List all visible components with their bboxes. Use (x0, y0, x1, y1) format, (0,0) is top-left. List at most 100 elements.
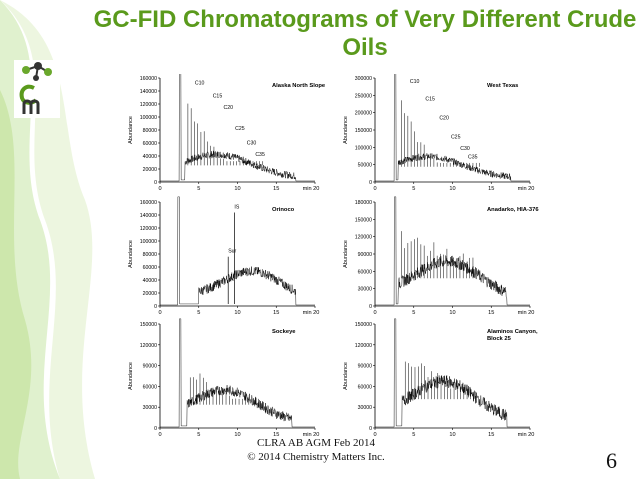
y-tick-label: 150000 (140, 322, 157, 328)
x-tick-label: 0 (158, 432, 161, 438)
peak-label: C35 (468, 154, 478, 160)
x-tick-label: 15 (273, 186, 279, 192)
peak-label: C35 (255, 152, 265, 158)
slide-title-line2: Oils (342, 34, 388, 61)
chromatogram-panel-6: 0 30000 60000 90000 120000 150000 0 5 10 15 min 20… (343, 318, 538, 438)
y-tick-label: 120000 (355, 235, 372, 241)
peak-label: C25 (451, 135, 461, 141)
panel-title: Alaminos Canyon, (487, 329, 538, 335)
y-tick-label: 0 (154, 426, 157, 432)
y-tick-label: 180000 (355, 200, 372, 206)
y-tick-label: 100000 (355, 145, 372, 151)
panel-title: Anadarko, HIA-376 (487, 207, 539, 213)
x-tick-label: 15 (488, 186, 494, 192)
x-tick-label: 0 (373, 310, 376, 316)
panel-title: Sockeye (272, 329, 296, 335)
chromatogram-trace (160, 74, 315, 182)
decorative-green-swirl (0, 0, 95, 479)
x-tick-label: 15 (488, 432, 494, 438)
y-tick-label: 60000 (143, 265, 158, 271)
x-tick-label: 10 (449, 432, 455, 438)
slide-footer: CLRA AB AGM Feb 2014 © 2014 Chemistry Ma… (226, 436, 406, 464)
x-tick-label: min 20 (518, 186, 535, 192)
y-tick-label: 60000 (358, 384, 373, 390)
y-tick-label: 140000 (140, 89, 157, 95)
x-tick-label: 15 (273, 310, 279, 316)
page-number: 6 (606, 448, 617, 473)
y-tick-label: 120000 (140, 343, 157, 349)
y-axis-label: Abundance (128, 116, 134, 144)
y-tick-label: 160000 (140, 200, 157, 206)
x-tick-label: 5 (412, 310, 415, 316)
x-tick-label: 0 (158, 186, 161, 192)
y-tick-label: 100000 (140, 115, 157, 121)
y-tick-label: 90000 (358, 364, 373, 370)
panel-title: West Texas (487, 83, 518, 89)
y-tick-label: 80000 (143, 252, 158, 258)
panel-title: Orinoco (272, 207, 295, 213)
x-tick-label: 15 (273, 432, 279, 438)
footer-copyright: © 2014 Chemistry Matters Inc. (247, 451, 385, 463)
y-axis-label: Abundance (128, 362, 134, 390)
chromatogram-trace (375, 318, 530, 428)
y-tick-label: 30000 (358, 405, 373, 411)
y-tick-label: 100000 (140, 239, 157, 245)
x-tick-label: 10 (234, 432, 240, 438)
peak-label: IS (234, 205, 239, 211)
x-tick-label: 15 (488, 310, 494, 316)
chromatogram-trace (160, 196, 315, 306)
x-tick-label: min 20 (518, 432, 535, 438)
x-tick-label: 5 (197, 310, 200, 316)
y-tick-label: 60000 (143, 384, 158, 390)
chromatogram-trace (160, 318, 315, 428)
x-tick-label: 5 (412, 186, 415, 192)
x-tick-label: 10 (234, 186, 240, 192)
y-tick-label: 0 (369, 180, 372, 186)
y-tick-label: 30000 (143, 405, 158, 411)
peak-label: C20 (224, 105, 234, 111)
y-tick-label: 60000 (358, 269, 373, 275)
peak-label: C20 (439, 116, 449, 122)
y-tick-label: 0 (369, 426, 372, 432)
peak-label: Sur (228, 249, 236, 255)
peak-label: C15 (425, 97, 435, 103)
x-tick-label: 5 (197, 432, 200, 438)
y-tick-label: 300000 (355, 76, 372, 82)
x-tick-label: 10 (449, 186, 455, 192)
x-tick-label: 10 (449, 310, 455, 316)
x-tick-label: 0 (158, 310, 161, 316)
y-axis-label: Abundance (343, 116, 349, 144)
footer-event: CLRA AB AGM Feb 2014 (257, 437, 375, 449)
peak-label: C15 (213, 94, 223, 100)
chromatogram-panel-1: 0 20000 40000 60000 80000 100000 120000 140000 1… (128, 74, 326, 192)
x-tick-label: 5 (197, 186, 200, 192)
y-tick-label: 20000 (143, 167, 158, 173)
y-tick-label: 20000 (143, 291, 158, 297)
peak-label: C30 (460, 146, 470, 152)
peak-label: C10 (410, 79, 420, 85)
x-tick-label: min 20 (303, 432, 320, 438)
y-tick-label: 120000 (140, 226, 157, 232)
y-tick-label: 80000 (143, 128, 158, 134)
panel-title: Alaska North Slope (272, 83, 326, 89)
peak-label: C30 (247, 140, 257, 146)
chromatogram-trace (375, 196, 530, 306)
chromatogram-panel-2: 0 50000 100000 150000 200000 250000 300000 0 5 10… (343, 74, 534, 192)
y-tick-label: 90000 (143, 364, 158, 370)
y-tick-label: 150000 (355, 217, 372, 223)
y-axis-label: Abundance (343, 362, 349, 390)
peak-label: C25 (235, 126, 245, 132)
y-axis-label: Abundance (343, 240, 349, 268)
y-tick-label: 150000 (355, 128, 372, 134)
chromatogram-grid: 0200004000060000800001000001200001400001… (128, 74, 539, 438)
panel-title: Block 25 (487, 336, 512, 342)
x-tick-label: min 20 (303, 186, 320, 192)
x-tick-label: 0 (373, 432, 376, 438)
chromatogram-panel-5: 0 30000 60000 90000 120000 150000 0 5 10 15 min 20… (128, 318, 320, 438)
x-tick-label: 0 (373, 186, 376, 192)
y-tick-label: 160000 (140, 76, 157, 82)
y-tick-label: 120000 (355, 343, 372, 349)
y-tick-label: 150000 (355, 322, 372, 328)
y-tick-label: 0 (369, 304, 372, 310)
chemistry-matters-logo-icon (14, 60, 60, 118)
